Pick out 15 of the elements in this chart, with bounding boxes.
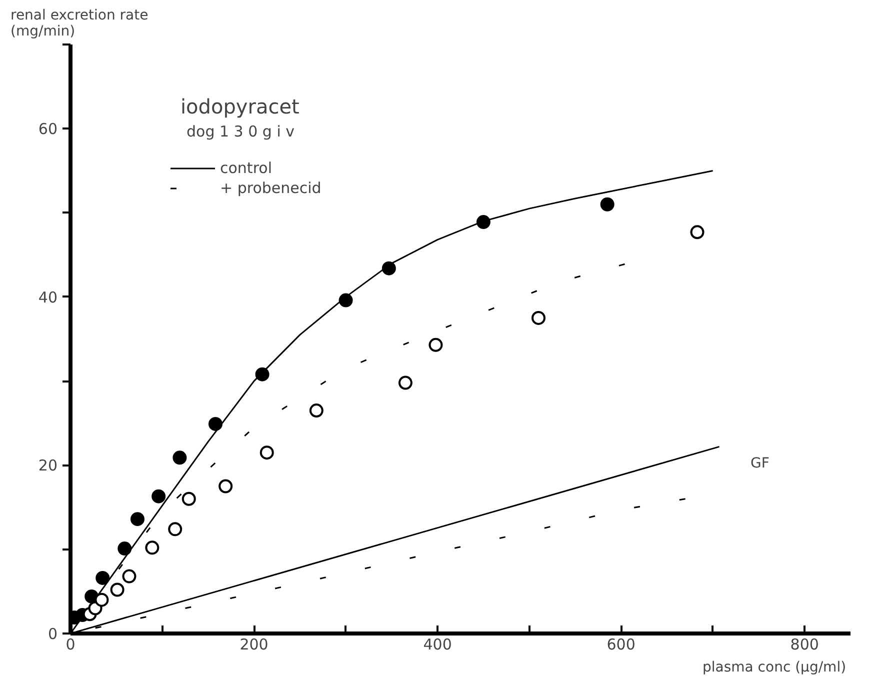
y-tick-label: 60 (38, 120, 58, 138)
y-tick-label: 40 (38, 288, 58, 306)
x-axis-title: plasma conc (µg/ml) (702, 660, 846, 676)
x-tick-label: 200 (240, 636, 268, 654)
y-axis-title: renal excretion rate (mg/min) (10, 8, 148, 40)
x-tick-label: 800 (790, 636, 819, 654)
annotation: GF (750, 456, 770, 472)
legend-label: + probenecid (220, 179, 322, 197)
x-tick-label: 600 (606, 636, 636, 654)
text: dog 1 3 0 g i v (186, 122, 295, 140)
text: iodopyracet (180, 94, 300, 118)
x-tick-label: 0 (66, 636, 76, 654)
legend-label: control (220, 159, 272, 177)
x-tick-label: 400 (423, 636, 452, 654)
y-tick-label: 20 (38, 456, 58, 475)
